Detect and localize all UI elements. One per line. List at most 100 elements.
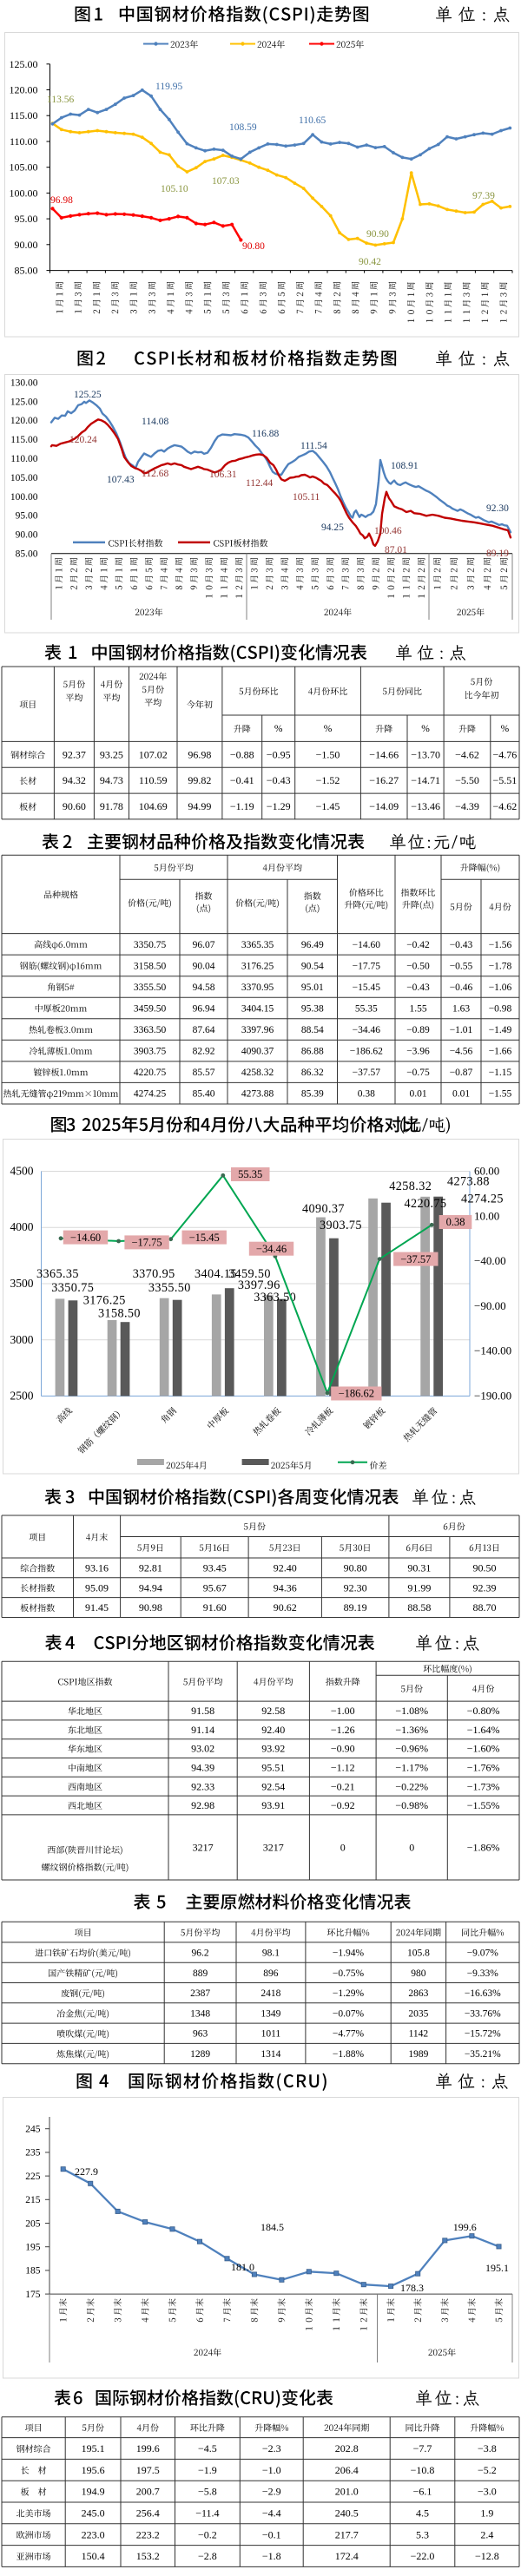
svg-text:55.35: 55.35: [355, 1003, 378, 1014]
svg-text:−1.86%: −1.86%: [467, 1842, 500, 1854]
svg-text:4274.25: 4274.25: [461, 1193, 504, 1206]
svg-text:−0.75%: −0.75%: [333, 1968, 365, 1979]
svg-text:112.68: 112.68: [142, 469, 168, 479]
svg-text:−4.56: −4.56: [450, 1047, 473, 1057]
svg-text:−0.89: −0.89: [406, 1025, 430, 1035]
svg-text:92.37: 92.37: [63, 748, 86, 760]
svg-text:90.80: 90.80: [242, 241, 265, 252]
svg-text:1.55: 1.55: [409, 1003, 426, 1014]
svg-text:153.2: 153.2: [136, 2550, 160, 2562]
svg-text:−3.0: −3.0: [478, 2486, 497, 2498]
svg-text:95.51: 95.51: [261, 1762, 285, 1774]
svg-text:93.02: 93.02: [191, 1743, 214, 1755]
svg-text:1.9: 1.9: [480, 2507, 493, 2520]
svg-text:−1.12: −1.12: [331, 1762, 355, 1774]
svg-text:90.00: 90.00: [15, 239, 38, 251]
svg-text:120.00: 120.00: [10, 84, 38, 96]
svg-text:−16.27: −16.27: [369, 774, 399, 786]
svg-text:90.80: 90.80: [344, 1562, 367, 1574]
svg-text:−10.8: −10.8: [411, 2464, 435, 2476]
svg-text:−1.9: −1.9: [198, 2464, 217, 2476]
svg-text:−14.60: −14.60: [353, 940, 381, 950]
svg-text:107.43: 107.43: [107, 475, 135, 485]
svg-text:−17.75: −17.75: [353, 961, 381, 971]
svg-text:3459.50: 3459.50: [134, 1003, 167, 1014]
svg-text:107.02: 107.02: [139, 748, 168, 760]
svg-text:−0.90: −0.90: [331, 1743, 355, 1755]
svg-text:92.39: 92.39: [473, 1581, 497, 1594]
svg-text:3365.35: 3365.35: [241, 940, 274, 950]
svg-text:−1.94%: −1.94%: [333, 1948, 365, 1959]
svg-text:82.92: 82.92: [193, 1047, 215, 1057]
svg-text:92.40: 92.40: [261, 1724, 285, 1736]
svg-text:3370.95: 3370.95: [241, 982, 274, 993]
svg-text:112.44: 112.44: [246, 478, 273, 489]
svg-text:−4.39: −4.39: [455, 800, 479, 812]
svg-text:110.00: 110.00: [10, 135, 38, 148]
svg-text:88.58: 88.58: [407, 1601, 431, 1613]
svg-text:−37.57: −37.57: [353, 1068, 381, 1078]
svg-text:1.63: 1.63: [452, 1003, 470, 1014]
svg-text:105.00: 105.00: [10, 161, 38, 174]
svg-text:−0.50: −0.50: [406, 961, 430, 971]
svg-text:195: 195: [25, 2243, 41, 2253]
svg-text:−6.1: −6.1: [413, 2486, 432, 2498]
svg-text:91.14: 91.14: [191, 1724, 214, 1736]
svg-text:107.03: 107.03: [212, 176, 240, 187]
svg-text:223.0: 223.0: [82, 2528, 105, 2540]
svg-text:91.78: 91.78: [100, 800, 123, 812]
svg-text:93.91: 93.91: [261, 1799, 285, 1811]
svg-text:99.82: 99.82: [188, 774, 211, 786]
svg-text:−1.15: −1.15: [489, 1068, 512, 1078]
svg-text:3000: 3000: [10, 1333, 34, 1346]
svg-text:240.5: 240.5: [335, 2507, 359, 2520]
svg-text:3217: 3217: [263, 1842, 284, 1854]
svg-text:−9.33%: −9.33%: [467, 1968, 499, 1979]
svg-text:96.49: 96.49: [301, 940, 324, 950]
svg-text:−15.72%: −15.72%: [465, 2029, 501, 2040]
svg-text:110.00: 110.00: [10, 454, 37, 464]
svg-text:4000: 4000: [10, 1220, 34, 1233]
svg-text:3363.50: 3363.50: [254, 1291, 296, 1304]
svg-text:92.30: 92.30: [486, 503, 509, 514]
svg-text:−0.98: −0.98: [489, 1003, 512, 1014]
svg-text:110.59: 110.59: [139, 774, 168, 786]
svg-text:3397.96: 3397.96: [238, 1278, 280, 1292]
svg-text:60.00: 60.00: [474, 1165, 499, 1178]
svg-text:−34.46: −34.46: [256, 1243, 287, 1255]
svg-text:3217: 3217: [193, 1842, 214, 1854]
svg-text:−0.46: −0.46: [450, 982, 473, 993]
svg-text:−14.09: −14.09: [369, 800, 399, 812]
svg-text:95.09: 95.09: [85, 1581, 109, 1594]
svg-text:4258.32: 4258.32: [241, 1068, 274, 1078]
svg-text:3903.75: 3903.75: [320, 1219, 362, 1232]
svg-text:185: 185: [25, 2266, 41, 2277]
svg-text:4258.32: 4258.32: [389, 1180, 432, 1193]
svg-text:−1.49: −1.49: [489, 1025, 512, 1035]
svg-text:96.98: 96.98: [50, 195, 73, 206]
svg-text:235: 235: [25, 2148, 41, 2159]
svg-text:90.90: 90.90: [366, 229, 389, 240]
svg-text:85.00: 85.00: [15, 265, 38, 277]
svg-text:93.25: 93.25: [100, 748, 123, 760]
svg-text:90.04: 90.04: [193, 961, 215, 971]
svg-text:88.54: 88.54: [301, 1025, 324, 1035]
svg-text:195.1: 195.1: [82, 2442, 105, 2454]
svg-text:3363.50: 3363.50: [134, 1025, 167, 1035]
svg-text:104.69: 104.69: [139, 800, 168, 812]
svg-text:−1.06: −1.06: [489, 982, 512, 993]
svg-text:89.19: 89.19: [344, 1601, 367, 1613]
svg-text:5.3: 5.3: [416, 2528, 429, 2540]
svg-text:−0.22%: −0.22%: [395, 1780, 428, 1792]
svg-text:−33.76%: −33.76%: [465, 2008, 501, 2019]
svg-text:86.88: 86.88: [301, 1047, 324, 1057]
svg-text:889: 889: [193, 1968, 208, 1979]
svg-text:90.54: 90.54: [301, 961, 324, 971]
svg-text:85.39: 85.39: [301, 1089, 324, 1100]
svg-text:−1.8: −1.8: [262, 2550, 281, 2562]
svg-text:−1.52: −1.52: [316, 774, 340, 786]
svg-text:4500: 4500: [10, 1165, 34, 1178]
svg-text:−1.19: −1.19: [230, 800, 254, 812]
svg-text:94.99: 94.99: [188, 800, 211, 812]
svg-text:3158.50: 3158.50: [98, 1307, 141, 1321]
